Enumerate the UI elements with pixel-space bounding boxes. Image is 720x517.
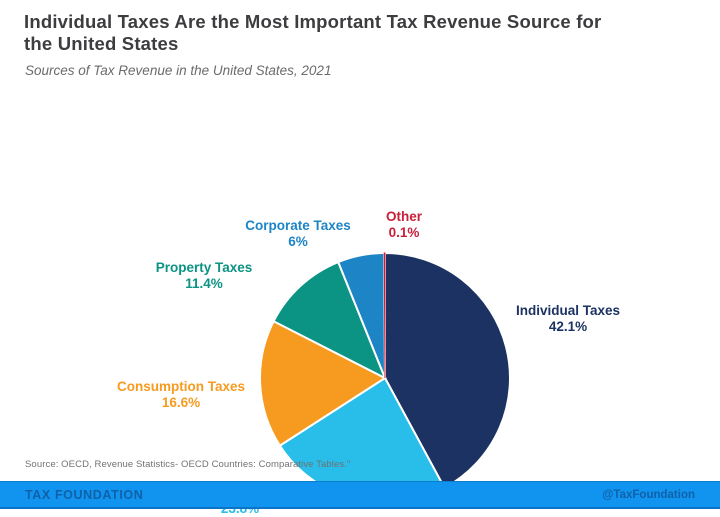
slice-label-value: 42.1% <box>548 319 588 334</box>
pie-chart-svg <box>259 251 511 504</box>
slice-label-other: Other 0.1% <box>386 209 422 241</box>
pie-slice-other <box>383 252 386 379</box>
slice-label-individual-taxes: Individual Taxes 42.1% <box>516 303 620 335</box>
slice-label-text: Consumption Taxes <box>116 379 246 394</box>
chart-subtitle: Sources of Tax Revenue in the United Sta… <box>25 63 332 78</box>
pie-slice-property-taxes <box>272 260 387 381</box>
slice-label-text: Other <box>385 209 423 224</box>
slice-label-value: 6% <box>288 234 308 249</box>
slice-label-text: Individual Taxes <box>515 303 621 318</box>
slice-label-value: 11.4% <box>185 276 223 291</box>
slice-label-text: Corporate Taxes <box>245 218 351 233</box>
page-title: Individual Taxes Are the Most Important … <box>24 11 602 54</box>
slice-label-property-taxes: Property Taxes 11.4% <box>156 260 253 292</box>
slice-label-corporate-taxes: Corporate Taxes 6% <box>245 218 351 250</box>
footer-bar: TAX FOUNDATION @TaxFoundation <box>0 481 720 509</box>
brand-logo-text: TAX FOUNDATION <box>25 487 144 502</box>
social-handle: @TaxFoundation <box>602 488 695 501</box>
pie-slice-individual-taxes <box>384 251 511 490</box>
source-note: Source: OECD, Revenue Statistics- OECD C… <box>25 459 351 470</box>
slice-label-consumption-taxes: Consumption Taxes 16.6% <box>117 379 245 411</box>
slice-label-value: 0.1% <box>388 225 420 240</box>
pie-chart: Individual Taxes 42.1% Social Insurance … <box>0 95 720 516</box>
pie-slice-consumption-taxes <box>259 319 388 448</box>
slice-label-value: 16.6% <box>161 395 201 410</box>
slice-label-text: Property Taxes <box>155 260 253 275</box>
